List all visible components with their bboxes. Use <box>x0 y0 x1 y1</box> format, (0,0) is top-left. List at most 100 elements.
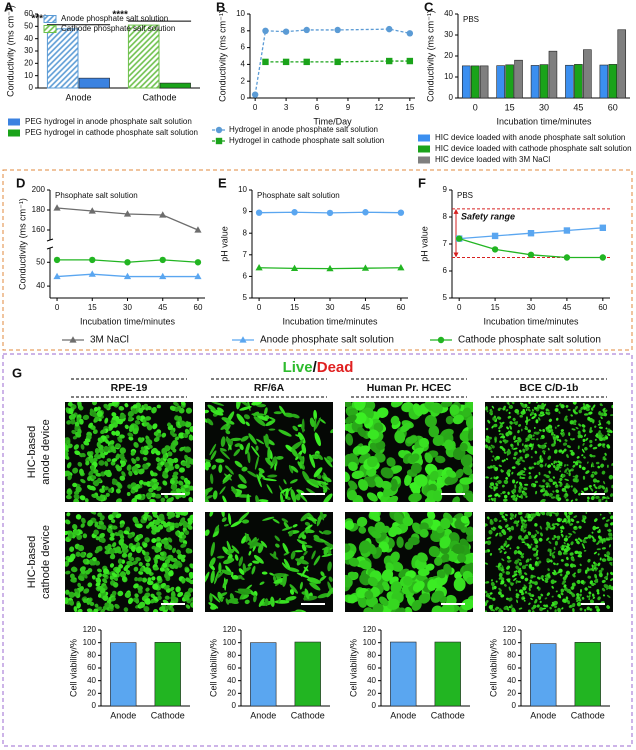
cell <box>117 590 124 597</box>
cell <box>520 525 524 528</box>
cell <box>526 416 529 421</box>
cell <box>566 445 571 448</box>
cell <box>487 439 491 444</box>
cell <box>119 413 126 420</box>
cell <box>96 441 101 448</box>
cell <box>114 603 120 609</box>
cell <box>453 577 466 592</box>
cell <box>91 493 97 499</box>
cell <box>606 594 611 598</box>
cell <box>597 423 601 426</box>
cell <box>97 497 102 502</box>
cell <box>459 477 473 485</box>
bar <box>434 641 461 707</box>
cell <box>573 526 577 529</box>
cell <box>304 588 310 600</box>
cell <box>142 516 148 521</box>
cell <box>547 455 552 460</box>
cell <box>111 430 116 436</box>
cell <box>97 545 103 552</box>
cell <box>142 456 148 461</box>
y-tick-label: 120 <box>83 625 97 634</box>
x-tick-label: 45 <box>158 303 167 312</box>
cell <box>145 598 151 603</box>
cell <box>508 430 512 435</box>
cell <box>489 552 493 556</box>
cell <box>535 490 538 495</box>
cell <box>233 448 241 457</box>
cell <box>559 477 563 481</box>
cell <box>90 464 95 471</box>
legend-swatch <box>418 145 430 153</box>
cell <box>268 416 276 421</box>
cell <box>586 567 590 572</box>
cell <box>288 464 294 474</box>
axis-break <box>46 246 54 250</box>
cell <box>184 594 190 601</box>
cell <box>162 454 168 460</box>
x-tick-label: 60 <box>194 303 203 312</box>
cell <box>534 561 538 566</box>
cell <box>550 579 555 585</box>
cell <box>532 610 535 612</box>
cell <box>588 591 592 595</box>
cell <box>146 424 153 431</box>
cell <box>124 403 129 408</box>
cell <box>210 605 217 610</box>
cell <box>154 519 161 526</box>
cell <box>234 554 239 561</box>
cell <box>561 547 565 551</box>
cell <box>594 563 598 566</box>
cell <box>560 432 565 436</box>
cell <box>114 430 121 437</box>
cell <box>231 545 240 554</box>
y-tick-label: 80 <box>367 650 376 659</box>
cell <box>572 409 576 414</box>
cell <box>141 549 147 556</box>
cell <box>551 595 554 598</box>
cell <box>305 524 313 530</box>
cell <box>519 481 523 487</box>
cell <box>404 606 413 612</box>
cell <box>545 482 550 486</box>
cell <box>527 609 531 612</box>
cell <box>295 494 301 501</box>
cell <box>597 530 601 534</box>
cell <box>109 548 115 555</box>
cell <box>539 532 543 537</box>
cell <box>505 458 509 461</box>
bar <box>565 64 574 99</box>
cell <box>590 473 595 478</box>
cell <box>539 463 544 468</box>
cell <box>345 402 352 408</box>
cell <box>65 519 71 525</box>
cell <box>575 427 579 430</box>
cell <box>538 429 542 432</box>
cell <box>534 450 538 454</box>
cell <box>506 469 511 474</box>
cell <box>553 434 556 437</box>
cell <box>501 459 505 463</box>
cell <box>599 437 604 442</box>
cell <box>181 577 186 584</box>
cell <box>188 571 193 579</box>
point <box>397 263 405 271</box>
legend-label: Cathode phosphate salt solution <box>61 24 175 33</box>
cell <box>530 566 535 571</box>
cell <box>88 422 94 429</box>
cell <box>494 457 497 461</box>
point <box>491 232 499 240</box>
cell <box>530 576 533 579</box>
cell <box>579 607 583 611</box>
bar <box>548 50 558 99</box>
cell <box>134 576 138 582</box>
cell <box>164 595 170 600</box>
cell <box>427 579 437 591</box>
cell <box>345 574 353 588</box>
cell <box>552 525 556 530</box>
cell <box>589 454 593 458</box>
cell <box>156 591 162 597</box>
cell <box>554 426 557 429</box>
y-tick-label: 6 <box>243 272 248 281</box>
cell <box>174 512 182 516</box>
